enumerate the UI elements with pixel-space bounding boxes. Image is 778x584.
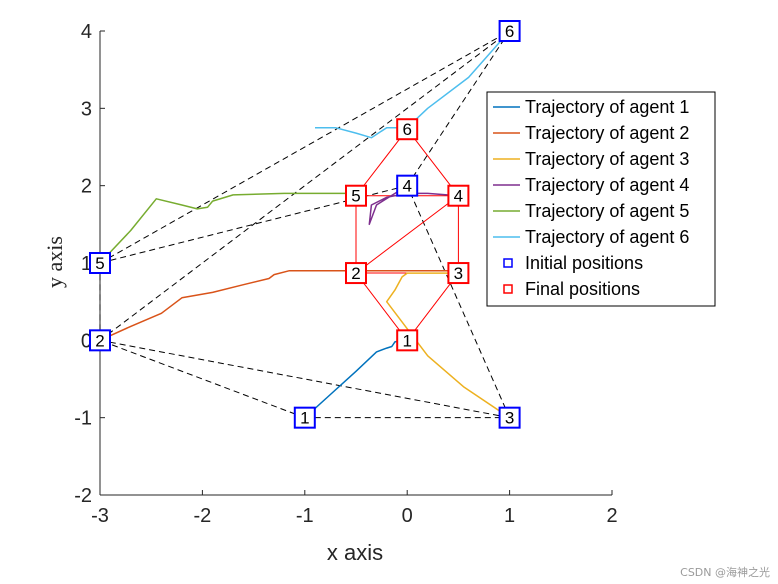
trajectories [99, 30, 511, 419]
initial-marker-label-6: 6 [505, 22, 514, 41]
x-tick-label: -3 [91, 505, 109, 527]
final-link [355, 128, 408, 197]
trajectory-agent-5 [99, 192, 356, 264]
final-marker-label-5: 5 [351, 187, 360, 206]
final-marker-label-1: 1 [402, 331, 411, 350]
legend-entry-agent-1: Trajectory of agent 1 [525, 97, 689, 117]
watermark: CSDN @海神之光 [680, 566, 770, 579]
initial-marker-5 [89, 252, 111, 274]
initial-link [406, 185, 511, 418]
x-tick-label: -1 [296, 505, 314, 527]
legend-entry-agent-4: Trajectory of agent 4 [525, 175, 689, 195]
position-markers: 1 2 3 4 5 6 1 2 3 4 5 6 [89, 20, 521, 429]
legend-entry-agent-6: Trajectory of agent 6 [525, 227, 689, 247]
initial-link [99, 339, 510, 419]
x-axis-label: x axis [327, 540, 383, 565]
trajectory-agent-2 [99, 269, 459, 341]
final-marker-4 [447, 184, 470, 207]
final-marker-6 [396, 118, 419, 141]
x-tick-label: 1 [504, 505, 515, 527]
communication-links [99, 30, 511, 419]
initial-marker-label-2: 2 [95, 331, 104, 350]
legend-entry-final: Final positions [525, 279, 640, 299]
legend-swatch-initial [503, 258, 513, 268]
initial-marker-label-5: 5 [95, 254, 104, 273]
final-link [406, 272, 459, 341]
initial-marker-label-3: 3 [505, 409, 514, 428]
trajectory-agent-1 [304, 339, 408, 419]
initial-link [99, 30, 510, 341]
legend-entry-agent-2: Trajectory of agent 2 [525, 123, 689, 143]
y-tick-label: 0 [81, 330, 92, 352]
legend-entry-initial: Initial positions [525, 253, 643, 273]
y-tick-label: 2 [81, 176, 92, 198]
final-marker-5 [345, 184, 367, 207]
initial-marker-6 [498, 20, 521, 42]
trajectory-agent-4 [368, 185, 459, 226]
trajectory-agent-6 [315, 30, 511, 139]
y-tick-label: 3 [81, 98, 92, 120]
final-marker-label-2: 2 [351, 264, 360, 283]
initial-marker-2 [89, 329, 111, 352]
y-tick-label: 4 [81, 21, 92, 43]
y-tick-label: -1 [74, 408, 92, 430]
final-marker-2 [345, 262, 367, 285]
y-axis-label: y axis [42, 236, 67, 288]
final-marker-3 [447, 262, 470, 285]
initial-link [406, 30, 511, 186]
y-tick-label: -2 [74, 485, 92, 507]
trajectory-agent-3 [385, 272, 511, 419]
x-tick-label: 2 [606, 505, 617, 527]
legend-swatch-final [503, 284, 513, 294]
final-marker-label-4: 4 [454, 187, 463, 206]
final-link [355, 195, 459, 274]
legend-box [486, 91, 716, 307]
final-marker-1 [396, 329, 419, 352]
legend-entry-agent-3: Trajectory of agent 3 [525, 149, 689, 169]
initial-marker-label-4: 4 [402, 177, 411, 196]
x-tick-label: -2 [194, 505, 212, 527]
initial-link [99, 30, 510, 264]
final-marker-label-6: 6 [402, 120, 411, 139]
final-link [406, 128, 459, 197]
initial-marker-label-1: 1 [300, 409, 309, 428]
legend-entry-agent-5: Trajectory of agent 5 [525, 201, 689, 221]
final-link [355, 272, 408, 341]
initial-marker-3 [498, 406, 521, 429]
final-marker-label-3: 3 [454, 264, 463, 283]
initial-marker-1 [293, 406, 316, 429]
legend: Trajectory of agent 1 Trajectory of agent… [486, 91, 716, 307]
initial-link [99, 339, 305, 419]
y-tick-label: 1 [81, 253, 92, 275]
x-tick-label: 0 [402, 505, 413, 527]
initial-marker-4 [396, 174, 419, 197]
